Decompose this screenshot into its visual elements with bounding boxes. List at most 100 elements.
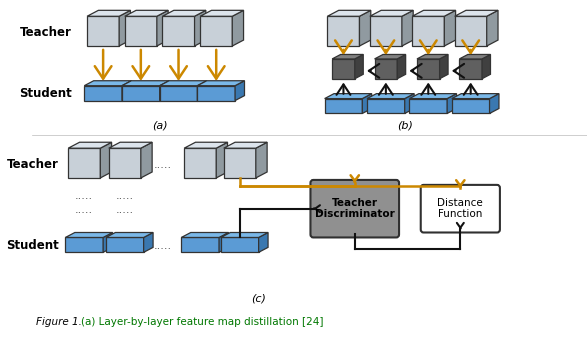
Text: Distance
Function: Distance Function <box>437 198 483 220</box>
Polygon shape <box>119 10 131 46</box>
Polygon shape <box>259 233 268 252</box>
Polygon shape <box>106 237 143 252</box>
Polygon shape <box>65 233 112 237</box>
Polygon shape <box>198 86 235 101</box>
Polygon shape <box>256 142 267 178</box>
Polygon shape <box>232 10 243 46</box>
Polygon shape <box>367 94 414 98</box>
Text: (b): (b) <box>397 120 413 130</box>
Polygon shape <box>224 148 256 178</box>
Polygon shape <box>452 94 499 98</box>
Text: Student: Student <box>6 239 59 252</box>
Polygon shape <box>68 142 112 148</box>
Polygon shape <box>84 86 122 101</box>
Text: (c): (c) <box>251 294 266 304</box>
Polygon shape <box>160 81 207 86</box>
Polygon shape <box>325 98 362 114</box>
Polygon shape <box>181 237 219 252</box>
Polygon shape <box>162 16 195 46</box>
Text: .....: ..... <box>116 205 134 215</box>
FancyBboxPatch shape <box>310 180 399 237</box>
Polygon shape <box>106 233 153 237</box>
Polygon shape <box>122 81 131 101</box>
Polygon shape <box>487 10 498 46</box>
Text: Teacher: Teacher <box>7 158 59 171</box>
Polygon shape <box>160 81 169 101</box>
Polygon shape <box>224 142 267 148</box>
Polygon shape <box>370 10 413 16</box>
Polygon shape <box>216 142 228 178</box>
Polygon shape <box>417 59 440 79</box>
Polygon shape <box>362 94 372 114</box>
Polygon shape <box>417 54 448 59</box>
Polygon shape <box>122 81 169 86</box>
Text: .....: ..... <box>116 191 134 201</box>
Polygon shape <box>160 86 198 101</box>
Polygon shape <box>198 81 207 101</box>
Polygon shape <box>455 10 498 16</box>
Text: .....: ..... <box>153 241 172 251</box>
Polygon shape <box>219 233 229 252</box>
Polygon shape <box>184 142 228 148</box>
Polygon shape <box>101 142 112 178</box>
Polygon shape <box>375 54 406 59</box>
Polygon shape <box>221 233 268 237</box>
Polygon shape <box>221 237 259 252</box>
Polygon shape <box>402 10 413 46</box>
Text: .....: ..... <box>153 160 172 170</box>
Polygon shape <box>122 86 160 101</box>
Text: (a): (a) <box>152 120 168 130</box>
FancyBboxPatch shape <box>421 185 500 233</box>
Polygon shape <box>370 16 402 46</box>
Polygon shape <box>490 94 499 114</box>
Polygon shape <box>162 10 206 16</box>
Polygon shape <box>65 237 103 252</box>
Polygon shape <box>397 54 406 79</box>
Polygon shape <box>141 142 152 178</box>
Polygon shape <box>440 54 448 79</box>
Polygon shape <box>359 10 371 46</box>
Polygon shape <box>87 16 119 46</box>
Text: Student: Student <box>19 87 72 100</box>
Polygon shape <box>84 81 131 86</box>
Text: Figure 1.: Figure 1. <box>36 317 82 327</box>
Polygon shape <box>181 233 229 237</box>
Polygon shape <box>482 54 490 79</box>
Polygon shape <box>198 81 245 86</box>
Text: Teacher
Discriminator: Teacher Discriminator <box>315 198 395 220</box>
Polygon shape <box>143 233 153 252</box>
Polygon shape <box>405 94 414 114</box>
Polygon shape <box>328 10 371 16</box>
Polygon shape <box>235 81 245 101</box>
Polygon shape <box>459 59 482 79</box>
Polygon shape <box>452 98 490 114</box>
Text: (a) Layer-by-layer feature map distillation [24]: (a) Layer-by-layer feature map distillat… <box>82 317 324 327</box>
Polygon shape <box>445 10 456 46</box>
Polygon shape <box>459 54 490 59</box>
Polygon shape <box>455 16 487 46</box>
Polygon shape <box>200 10 243 16</box>
Polygon shape <box>447 94 456 114</box>
Polygon shape <box>409 98 447 114</box>
Text: .....: ..... <box>75 205 93 215</box>
Polygon shape <box>87 10 131 16</box>
Polygon shape <box>367 98 405 114</box>
Polygon shape <box>409 94 456 98</box>
Polygon shape <box>412 16 445 46</box>
Polygon shape <box>109 142 152 148</box>
Polygon shape <box>157 10 168 46</box>
Polygon shape <box>325 94 372 98</box>
Polygon shape <box>109 148 141 178</box>
Polygon shape <box>184 148 216 178</box>
Polygon shape <box>195 10 206 46</box>
Polygon shape <box>125 16 157 46</box>
Polygon shape <box>355 54 363 79</box>
Polygon shape <box>68 148 101 178</box>
Polygon shape <box>328 16 359 46</box>
Polygon shape <box>332 54 363 59</box>
Polygon shape <box>332 59 355 79</box>
Polygon shape <box>103 233 112 252</box>
Polygon shape <box>200 16 232 46</box>
Polygon shape <box>375 59 397 79</box>
Text: Teacher: Teacher <box>20 26 72 39</box>
